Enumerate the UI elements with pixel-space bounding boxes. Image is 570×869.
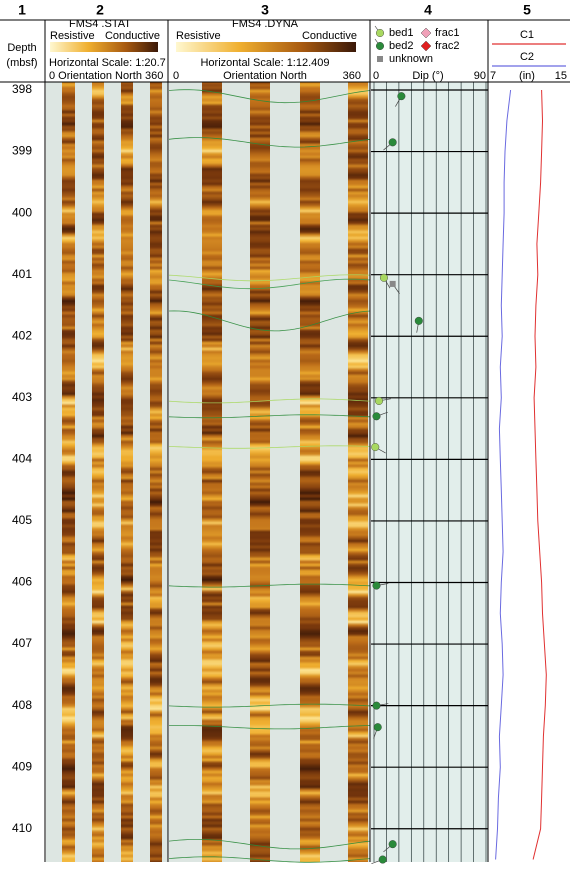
caliper-tick-label: 15: [555, 70, 567, 82]
tadpole: [378, 855, 387, 864]
depth-unit: (mbsf): [6, 57, 37, 69]
depth-tick-label: 409: [12, 759, 32, 773]
image-pad: [62, 82, 75, 862]
image-pad: [250, 82, 270, 862]
dip-tick-label: 90: [474, 70, 486, 82]
orientation: 0 Orientation North 360: [49, 70, 163, 82]
legend-label: C2: [520, 51, 534, 63]
bed-trace: [168, 398, 371, 404]
tadpole: [388, 840, 397, 849]
orientation-label: Orientation North: [223, 70, 307, 82]
image-pad: [92, 82, 104, 862]
tadpole: [414, 316, 423, 325]
tadpole: [388, 138, 397, 147]
scale-right: Conductive: [302, 30, 357, 42]
tadpole: [389, 280, 396, 287]
depth-tick-label: 403: [12, 390, 32, 404]
bed-trace: [168, 137, 371, 148]
image-pad: [300, 82, 320, 862]
legend-symbol: [420, 27, 432, 39]
image-title: FMS4 .STAT: [69, 18, 131, 30]
bed-trace: [168, 274, 371, 282]
caliper-unit: (in): [519, 70, 535, 82]
depth-tick-label: 401: [12, 267, 32, 281]
bed-trace: [168, 583, 371, 588]
legend-symbol: [377, 56, 383, 62]
dip-background: [371, 82, 488, 862]
legend-label: bed2: [389, 40, 413, 52]
legend-symbol: [376, 42, 385, 51]
depth-tick-label: 402: [12, 328, 32, 342]
tadpole: [372, 581, 381, 590]
dip-axis-label: Dip (°): [412, 70, 443, 82]
caliper-curve: [532, 89, 547, 860]
depth-title: Depth: [7, 42, 36, 54]
column-number: 3: [261, 2, 269, 18]
horizontal-scale: Horizontal Scale: 1:20.7: [49, 57, 166, 69]
depth-tick-label: 405: [12, 513, 32, 527]
column-number: 4: [424, 2, 432, 18]
color-bar: [176, 42, 356, 52]
bed-trace: [168, 703, 371, 708]
bed-trace: [169, 725, 371, 730]
dip-tick-label: 0: [373, 70, 379, 82]
column-number: 2: [96, 2, 104, 18]
column-number: 5: [523, 2, 531, 18]
legend-symbol: [376, 29, 385, 38]
image-pad: [348, 82, 368, 862]
depth-tick-label: 408: [12, 698, 32, 712]
bed-trace: [168, 414, 371, 419]
bed-trace: [168, 445, 371, 449]
tadpole: [379, 273, 388, 282]
caliper-curve: [495, 89, 512, 860]
column-number: 1: [18, 2, 26, 18]
tadpole: [373, 723, 382, 732]
image-pad: [150, 82, 162, 862]
color-bar: [50, 42, 158, 52]
horizontal-scale: Horizontal Scale: 1:12.409: [200, 57, 329, 69]
scale-left: Resistive: [50, 30, 95, 42]
depth-tick-label: 406: [12, 575, 32, 589]
tadpole: [372, 701, 381, 710]
depth-tick-label: 410: [12, 821, 32, 835]
orientation-max: 360: [343, 70, 361, 82]
scale-right: Conductive: [105, 30, 160, 42]
bed-trace: [168, 839, 371, 850]
bed-trace: [168, 310, 371, 332]
bed-trace: [168, 89, 371, 104]
scale-left: Resistive: [176, 30, 221, 42]
bed-trace: [168, 278, 371, 290]
tadpole: [372, 412, 381, 421]
tadpole: [374, 396, 383, 405]
depth-tick-label: 404: [12, 452, 32, 466]
image-title: FMS4 .DYNA: [232, 18, 299, 30]
image-pad: [121, 82, 133, 862]
legend-label: unknown: [389, 53, 433, 65]
depth-tick-label: 399: [12, 144, 32, 158]
orientation-min: 0: [173, 70, 179, 82]
legend-label: frac2: [435, 40, 459, 52]
bed-trace: [168, 856, 371, 863]
caliper-tick-label: 7: [490, 70, 496, 82]
tadpole: [397, 92, 406, 101]
image-pad: [202, 82, 222, 862]
depth-tick-label: 398: [12, 82, 32, 96]
depth-tick-label: 407: [12, 636, 32, 650]
depth-tick-label: 400: [12, 205, 32, 219]
tadpole: [371, 443, 380, 452]
legend-symbol: [420, 40, 432, 52]
legend-label: bed1: [389, 27, 413, 39]
legend-label: C1: [520, 29, 534, 41]
legend-label: frac1: [435, 27, 459, 39]
